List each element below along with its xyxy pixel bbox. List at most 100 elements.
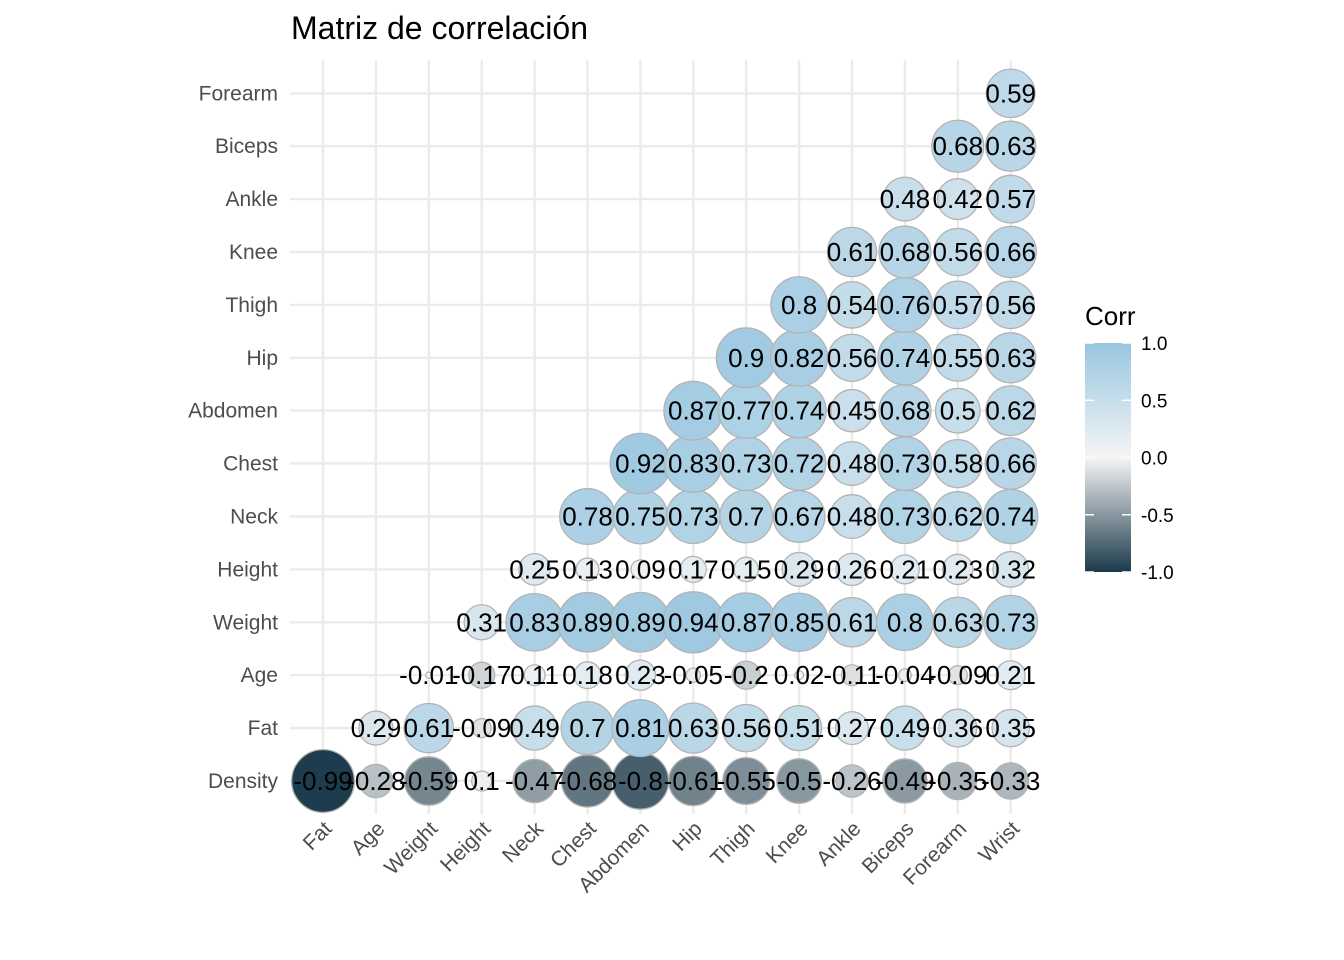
corr-circle-neck-height — [518, 553, 551, 586]
corr-circle-knee-thigh — [770, 276, 828, 334]
corr-circle-wrist-knee — [984, 225, 1037, 279]
corr-label-height-age: -0.17 — [452, 660, 511, 690]
corr-circle-ankle-height — [835, 552, 869, 587]
corr-label-neck-weight: 0.83 — [509, 607, 560, 637]
x-tick-label: Knee — [762, 817, 813, 868]
corr-label-weight-age: -0.01 — [399, 660, 458, 690]
corr-label-wrist-neck: 0.74 — [985, 502, 1036, 532]
corr-circle-hip-density — [668, 755, 719, 807]
legend-tick-label: -1.0 — [1141, 563, 1174, 584]
corr-circle-hip-fat — [667, 702, 719, 754]
y-tick-label: Abdomen — [188, 400, 278, 423]
corr-label-hip-fat: 0.63 — [668, 713, 719, 743]
corr-circle-wrist-abdomen — [985, 385, 1037, 437]
corr-label-biceps-chest: 0.73 — [880, 449, 931, 479]
legend-tick-label: -0.5 — [1141, 506, 1174, 527]
y-tick-label: Height — [217, 558, 278, 581]
corr-circle-biceps-density — [882, 758, 928, 804]
corr-label-knee-age: 0.02 — [774, 660, 825, 690]
corr-label-forearm-height: 0.23 — [932, 554, 983, 584]
corr-circle-neck-density — [512, 758, 557, 804]
corr-circle-ankle-thigh — [828, 281, 876, 329]
corr-label-forearm-neck: 0.62 — [932, 502, 983, 532]
corr-circle-thigh-fat — [721, 703, 771, 753]
y-tick-label: Neck — [230, 506, 278, 529]
corr-label-abdomen-fat: 0.81 — [615, 713, 666, 743]
y-tick-label: Thigh — [225, 294, 278, 317]
corr-circle-forearm-knee — [933, 227, 983, 277]
y-tick-label: Fat — [248, 717, 279, 740]
corr-circle-height-density — [471, 770, 493, 792]
corr-circle-forearm-hip — [933, 333, 982, 382]
corr-circle-ankle-knee — [826, 226, 878, 278]
corr-label-wrist-fat: 0.35 — [985, 713, 1036, 743]
corr-circle-knee-age — [793, 670, 805, 681]
corr-circle-wrist-density — [991, 762, 1030, 800]
corr-circle-ankle-chest — [829, 441, 875, 487]
corr-circle-wrist-biceps — [985, 120, 1037, 172]
corr-circle-height-fat — [471, 717, 492, 739]
corr-circle-weight-age — [424, 671, 433, 679]
corr-label-knee-chest: 0.72 — [774, 449, 825, 479]
corr-label-biceps-fat: 0.49 — [880, 713, 931, 743]
corr-label-knee-height: 0.29 — [774, 554, 825, 584]
y-axis-ticks: Density Fat Age Weight Height Neck Chest Abdome… — [188, 82, 278, 793]
chart-title: Matriz de correlación — [291, 10, 588, 46]
x-tick-label: Hip — [668, 817, 707, 856]
corr-label-ankle-thigh: 0.54 — [827, 290, 878, 320]
corr-label-neck-age: 0.11 — [510, 660, 559, 690]
corr-circle-biceps-fat — [882, 705, 928, 751]
correlation-labels: -0.99-0.28-0.59 0.1 -0.47-0.68 -0.8 -0.61-0.… — [293, 78, 1040, 796]
corr-label-thigh-fat: 0.56 — [721, 713, 772, 743]
corr-circle-wrist-hip — [985, 332, 1037, 384]
corr-label-forearm-biceps: 0.68 — [932, 131, 983, 161]
corr-label-chest-age: 0.18 — [562, 660, 613, 690]
corr-circle-wrist-weight — [983, 594, 1039, 650]
x-tick-label: Height — [436, 817, 495, 876]
corr-label-wrist-ankle: 0.57 — [985, 184, 1036, 214]
corr-label-ankle-abdomen: 0.45 — [827, 396, 878, 426]
corr-circle-wrist-age — [995, 660, 1026, 691]
corr-circle-forearm-chest — [933, 438, 983, 489]
corr-label-forearm-density: -0.35 — [928, 766, 987, 796]
corr-label-wrist-forearm: 0.59 — [985, 78, 1036, 108]
corr-label-hip-chest: 0.83 — [668, 449, 719, 479]
corr-label-biceps-thigh: 0.76 — [880, 290, 931, 320]
corr-label-abdomen-density: -0.8 — [618, 766, 663, 796]
corr-label-abdomen-chest: 0.92 — [615, 449, 666, 479]
corr-circle-fat-density — [291, 749, 355, 813]
legend: Corr 1.0 0.5 0.0 -0.5 -1.0 — [1085, 301, 1174, 584]
y-tick-label: Weight — [213, 611, 278, 634]
corr-circle-wrist-chest — [984, 437, 1037, 490]
corr-label-chest-density: -0.68 — [558, 766, 617, 796]
corr-circle-wrist-ankle — [986, 174, 1036, 224]
corr-label-height-weight: 0.31 — [456, 607, 507, 637]
corr-circle-thigh-height — [733, 556, 760, 583]
x-tick-label: Age — [347, 817, 390, 860]
corr-label-weight-fat: 0.61 — [403, 713, 454, 743]
corr-label-knee-weight: 0.85 — [774, 607, 825, 637]
corr-circle-ankle-density — [835, 764, 869, 798]
corr-circle-forearm-height — [942, 553, 974, 586]
corr-circle-age-fat — [358, 710, 394, 746]
corr-circle-forearm-abdomen — [934, 387, 981, 434]
corr-label-ankle-density: -0.26 — [822, 766, 881, 796]
corr-label-forearm-age: -0.09 — [928, 660, 987, 690]
legend-tick-label: 0.5 — [1141, 391, 1167, 412]
corr-label-forearm-fat: 0.36 — [932, 713, 983, 743]
corr-circle-wrist-thigh — [986, 280, 1035, 330]
y-tick-label: Ankle — [225, 188, 278, 211]
corr-label-thigh-weight: 0.87 — [721, 607, 772, 637]
x-tick-label: Wrist — [974, 817, 1024, 867]
corr-circle-thigh-density — [722, 756, 771, 806]
corr-label-wrist-height: 0.32 — [985, 554, 1036, 584]
corr-label-knee-thigh: 0.8 — [781, 290, 817, 320]
corr-label-wrist-knee: 0.66 — [985, 237, 1036, 267]
corr-circle-biceps-ankle — [882, 176, 928, 222]
corr-label-thigh-abdomen: 0.77 — [721, 396, 772, 426]
y-tick-label: Density — [208, 770, 279, 793]
corr-label-height-fat: -0.09 — [452, 713, 511, 743]
y-tick-label: Forearm — [199, 82, 278, 105]
